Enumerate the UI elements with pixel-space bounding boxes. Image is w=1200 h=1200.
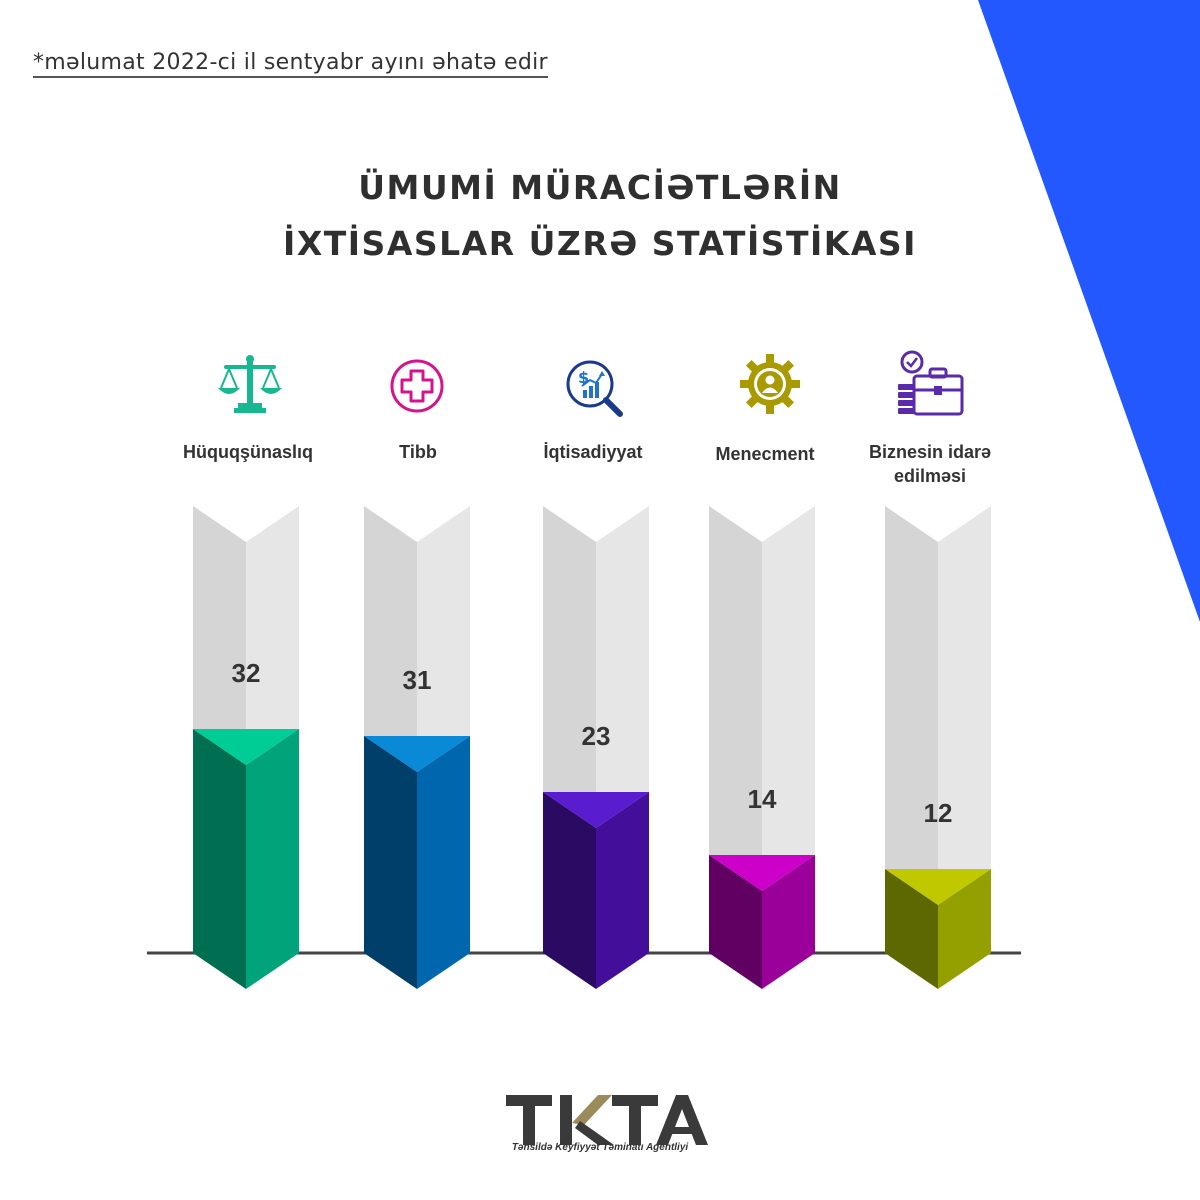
bar-3 — [543, 792, 649, 989]
value-label-3: 23 — [582, 721, 611, 751]
ghost-column-4 — [709, 506, 815, 891]
finance-search-icon: $ — [566, 360, 623, 417]
chart-title: ÜMUMİ MÜRACİƏTLƏRİN İXTİSASLAR ÜZRƏ STAT… — [200, 160, 1000, 272]
ghost-column-5 — [885, 506, 991, 905]
bar-2 — [364, 736, 470, 989]
management-gear-icon — [740, 354, 800, 414]
value-label-2: 31 — [403, 665, 432, 695]
chart-title-line-1: ÜMUMİ MÜRACİƏTLƏRİN — [358, 168, 842, 207]
bar-1 — [193, 729, 299, 989]
category-label-1: Hüquqşünaslıq — [183, 442, 313, 462]
category-label-3: İqtisadiyyat — [543, 442, 643, 462]
category-label-5: Biznesin idarə edilməsi — [868, 442, 992, 486]
svg-text:$: $ — [578, 368, 589, 387]
bar-4 — [709, 855, 815, 989]
category-label-2: Tibb — [399, 442, 437, 462]
value-label-5: 12 — [924, 798, 953, 828]
ghost-column-2 — [364, 506, 470, 772]
ghost-column-1 — [193, 506, 299, 765]
category-label-4: Menecment — [715, 444, 815, 464]
ghost-column-3 — [543, 506, 649, 828]
logo-subtitle: Təhsildə Keyfiyyət Təminatı Agentliyi — [511, 1142, 689, 1153]
bar-5 — [885, 869, 991, 989]
scales-icon — [218, 355, 282, 413]
briefcase-clock-icon — [898, 350, 964, 416]
medical-cross-icon — [390, 359, 444, 413]
value-label-4: 14 — [748, 784, 777, 814]
value-label-1: 32 — [232, 658, 261, 688]
chart-title-line-2: İXTİSASLAR ÜZRƏ STATİSTİKASI — [283, 224, 917, 263]
tkta-logo — [506, 1095, 708, 1145]
data-note: *məlumat 2022-ci il sentyabr ayını əhatə… — [33, 50, 548, 78]
